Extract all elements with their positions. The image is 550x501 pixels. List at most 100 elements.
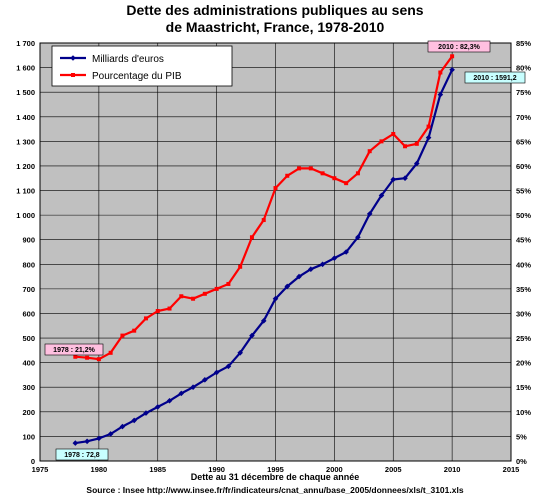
data-point-pct xyxy=(367,149,372,154)
y-left-tick-label: 700 xyxy=(22,285,35,294)
y-left-tick-label: 100 xyxy=(22,432,35,441)
x-axis-label: Dette au 31 décembre de chaque année xyxy=(190,472,360,482)
data-point-eur xyxy=(119,423,126,430)
x-tick-label: 2015 xyxy=(503,465,520,474)
data-point-pct xyxy=(96,357,101,362)
data-point-pct xyxy=(202,291,207,296)
data-point-pct xyxy=(403,144,408,149)
data-point-pct xyxy=(108,350,113,355)
data-point-pct xyxy=(214,286,219,291)
y-left-tick-label: 200 xyxy=(22,408,35,417)
data-point-pct xyxy=(438,70,443,75)
y-right-tick-label: 75% xyxy=(516,88,531,97)
data-point-pct xyxy=(85,355,90,360)
data-point-pct xyxy=(238,264,243,269)
data-point-eur xyxy=(402,175,408,182)
chart-title-line-2: de Maastricht, France, 1978-2010 xyxy=(165,19,385,35)
data-point-eur xyxy=(237,350,243,356)
x-tick-label: 1990 xyxy=(208,465,225,474)
data-point-pct xyxy=(191,296,196,301)
data-point-eur xyxy=(355,234,361,241)
data-point-pct xyxy=(308,166,313,171)
y-left-tick-label: 1 000 xyxy=(16,211,35,220)
x-tick-label: 1985 xyxy=(149,465,166,474)
x-tick-label: 2000 xyxy=(326,465,343,474)
data-point-eur xyxy=(331,255,338,261)
source-note: Source : Insee http://www.insee.fr/fr/in… xyxy=(86,485,464,495)
y-left-tick-label: 1 400 xyxy=(16,113,35,122)
y-right-tick-label: 0% xyxy=(516,457,527,466)
y-right-tick-label: 40% xyxy=(516,260,531,269)
data-point-pct xyxy=(226,281,231,286)
x-tick-label: 2005 xyxy=(385,465,402,474)
y-left-tick-label: 0 xyxy=(31,457,35,466)
data-point-pct xyxy=(320,171,325,176)
y-left-tick-label: 1 200 xyxy=(16,162,35,171)
data-point-eur xyxy=(319,261,326,268)
y-right-tick-label: 65% xyxy=(516,137,531,146)
y-right-tick-label: 15% xyxy=(516,383,531,392)
data-point-eur xyxy=(190,384,196,391)
y-left-tick-label: 900 xyxy=(22,236,35,245)
data-point-eur xyxy=(343,249,349,255)
chart-title-line-1: Dette des administrations publiques au s… xyxy=(126,2,424,18)
y-left-tick-label: 300 xyxy=(22,383,35,392)
legend-marker-2 xyxy=(71,73,75,77)
data-point-eur xyxy=(225,363,232,370)
y-right-tick-label: 45% xyxy=(516,236,531,245)
data-point-pct xyxy=(332,176,337,181)
annotation-eur-1978-box xyxy=(55,448,109,461)
legend-label-1: Milliards d'euros xyxy=(92,54,164,65)
data-point-pct xyxy=(120,333,125,338)
legend-label-2: Pourcentage du PIB xyxy=(92,71,182,82)
data-point-eur xyxy=(178,390,185,397)
x-tick-label: 2010 xyxy=(444,465,461,474)
data-point-pct xyxy=(167,306,172,311)
data-point-pct xyxy=(414,141,419,146)
data-point-eur xyxy=(260,318,267,324)
x-tick-label: 1980 xyxy=(91,465,108,474)
y-left-tick-label: 400 xyxy=(22,359,35,368)
legend-marker-1 xyxy=(70,55,76,61)
data-point-eur xyxy=(449,66,455,73)
data-point-pct xyxy=(379,139,384,144)
data-point-eur xyxy=(378,192,385,199)
data-point-pct xyxy=(132,328,137,333)
y-right-tick-label: 30% xyxy=(516,309,531,318)
annotation-pct-2010: 2010 : 82,3% xyxy=(438,44,480,51)
annotation-pct-1978: 1978 : 21,2% xyxy=(53,347,95,354)
y-right-tick-label: 20% xyxy=(516,359,531,368)
data-point-eur xyxy=(143,410,149,416)
y-right-tick-label: 25% xyxy=(516,334,531,343)
legend-box xyxy=(51,45,233,87)
annotation-pct-1978-box xyxy=(44,343,104,356)
y-right-tick-label: 35% xyxy=(516,285,531,294)
data-point-pct xyxy=(297,166,302,171)
data-point-eur xyxy=(107,431,114,437)
y-left-tick-label: 1 500 xyxy=(16,88,35,97)
data-point-eur xyxy=(425,134,432,141)
annotation-eur-2010: 2010 : 1591,2 xyxy=(473,75,516,82)
data-point-eur xyxy=(84,438,90,445)
y-left-tick-label: 1 100 xyxy=(16,187,35,196)
data-point-pct xyxy=(391,131,396,136)
data-point-eur xyxy=(249,332,255,339)
x-tick-label: 1975 xyxy=(32,465,49,474)
data-point-eur xyxy=(166,397,173,404)
data-point-eur xyxy=(308,266,314,273)
data-point-pct xyxy=(73,354,78,359)
data-point-eur xyxy=(131,417,137,424)
y-left-tick-label: 1 700 xyxy=(16,39,35,48)
data-point-eur xyxy=(390,176,397,183)
data-point-eur xyxy=(272,295,279,302)
data-point-pct xyxy=(344,181,349,186)
y-right-tick-label: 5% xyxy=(516,432,527,441)
data-point-pct xyxy=(179,294,184,299)
data-point-pct xyxy=(143,316,148,321)
data-point-eur xyxy=(437,91,444,98)
annotation-pct-2010-box xyxy=(427,40,491,53)
data-point-eur xyxy=(154,404,161,410)
data-point-eur xyxy=(284,283,291,290)
